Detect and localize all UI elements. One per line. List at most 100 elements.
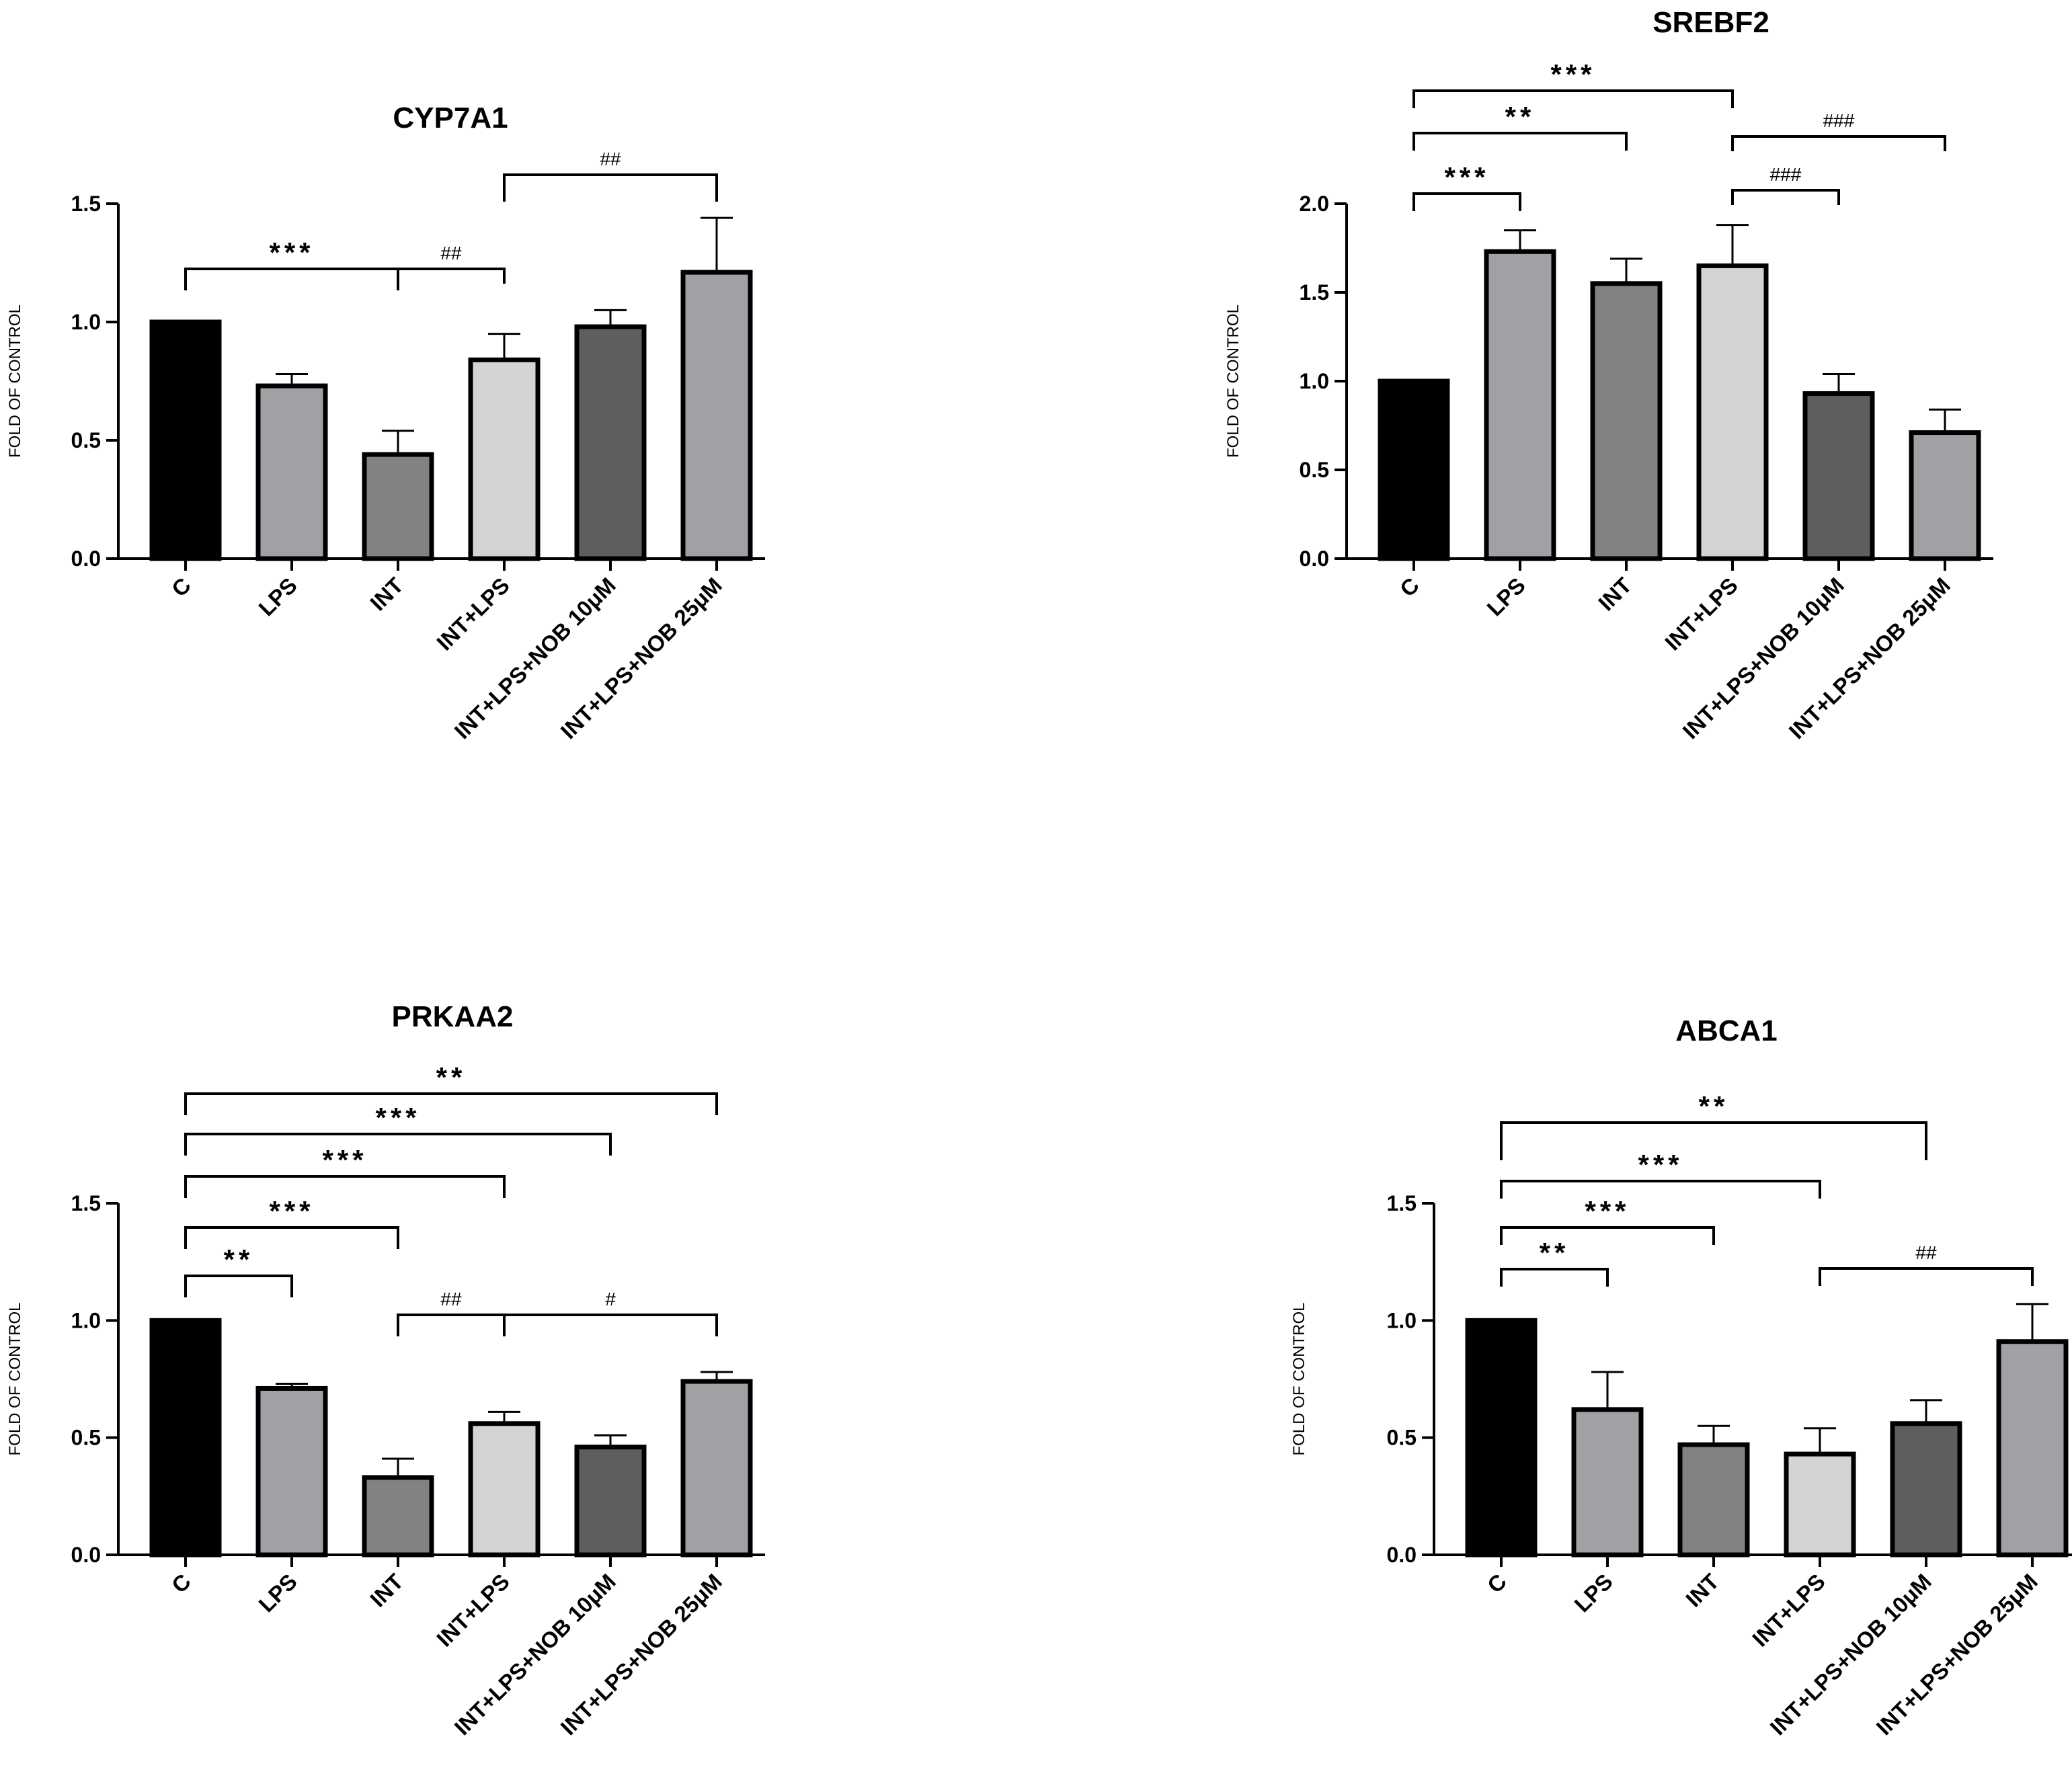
bar-3 <box>1677 1442 1750 1558</box>
y-tick-label: 0.0 <box>1387 1543 1417 1567</box>
bar-2 <box>1571 1407 1644 1558</box>
bracket-line <box>184 268 399 290</box>
bracket-line <box>1500 1180 1821 1199</box>
bar-5 <box>1802 391 1875 561</box>
bar-6 <box>680 270 753 561</box>
bar-5 <box>574 1445 647 1558</box>
x-tick-label: INT <box>365 573 408 616</box>
significance-label: ** <box>1505 101 1536 132</box>
bar-5 <box>574 324 647 561</box>
bar-1 <box>1378 378 1450 561</box>
bracket-line <box>1500 1226 1715 1245</box>
significance-bracket: *** <box>184 1195 399 1249</box>
chart-title: ABCA1 <box>1675 1014 1778 1047</box>
y-tick-label: 1.5 <box>1300 280 1329 305</box>
bracket-line <box>1500 1268 1609 1287</box>
y-tick-label: 0.5 <box>71 1426 101 1450</box>
x-tick-label: INT <box>365 1569 408 1612</box>
significance-label: *** <box>1585 1195 1630 1227</box>
significance-bracket: *** <box>1500 1149 1821 1199</box>
y-tick-label: 0.5 <box>1387 1426 1417 1450</box>
x-tick-label: C <box>167 573 196 602</box>
bar-5 <box>1890 1421 1962 1558</box>
bar-3 <box>362 1475 434 1558</box>
bar-2 <box>255 383 328 561</box>
significance-bracket: ### <box>1731 164 1840 205</box>
x-tick-label: INT <box>1593 573 1636 616</box>
y-tick-label: 1.5 <box>71 192 101 216</box>
bracket-line <box>184 1226 399 1249</box>
chart-panel-srebf2: SREBF2 FOLD OF CONTROL 0.0 0.5 1.0 1.5 2.0 C LPS… <box>1224 6 1993 743</box>
significance-label: *** <box>269 1195 314 1227</box>
y-tick-label: 1.0 <box>71 1308 101 1332</box>
y-tick-label: 1.0 <box>1387 1308 1417 1332</box>
significance-bracket: *** <box>1500 1195 1715 1245</box>
bar-1 <box>149 1318 222 1558</box>
y-tick-label: 0.5 <box>1300 458 1329 482</box>
bracket-line <box>504 1314 718 1336</box>
significance-label: *** <box>269 237 314 268</box>
significance-label: ** <box>224 1244 254 1275</box>
x-tick-label: C <box>1482 1569 1511 1598</box>
bar-2 <box>255 1385 328 1558</box>
x-tick-label: C <box>167 1569 196 1598</box>
bar-6 <box>680 1379 753 1558</box>
significance-bracket: # <box>504 1289 718 1336</box>
significance-label: ### <box>1770 164 1802 185</box>
bracket-line <box>184 1133 612 1156</box>
x-tick-label: LPS <box>1569 1569 1618 1617</box>
y-axis-label: FOLD OF CONTROL <box>6 305 24 458</box>
significance-label: *** <box>322 1144 367 1176</box>
bracket-line <box>1500 1121 1927 1160</box>
bracket-line <box>184 1175 506 1198</box>
x-tick-label: LPS <box>253 573 302 621</box>
bar-1 <box>149 319 222 561</box>
significance-label: ## <box>1915 1242 1937 1263</box>
significance-label: ## <box>440 1289 462 1309</box>
y-axis-label: FOLD OF CONTROL <box>1224 305 1242 458</box>
chart-panel-cyp7a1: CYP7A1 FOLD OF CONTROL 0.0 0.5 1.0 1.5 C LPS INT… <box>6 102 765 743</box>
bracket-line <box>1412 132 1628 151</box>
bar-2 <box>1484 249 1556 561</box>
chart-panel-abca1: ABCA1 FOLD OF CONTROL 0.0 0.5 1.0 1.5 C LPS INT I… <box>1290 1014 2072 1740</box>
bar-6 <box>1996 1339 2069 1558</box>
bar-4 <box>1696 263 1769 561</box>
bracket-line <box>184 1275 293 1297</box>
significance-label: ** <box>1540 1237 1570 1268</box>
significance-bracket: ** <box>1500 1237 1609 1287</box>
significance-label: ** <box>436 1061 467 1093</box>
chart-title: CYP7A1 <box>393 102 508 134</box>
bracket-line <box>397 268 506 284</box>
y-tick-label: 0.0 <box>71 1543 101 1567</box>
y-tick-label: 1.5 <box>71 1191 101 1215</box>
bracket-line <box>1819 1267 2034 1286</box>
y-tick-label: 0.5 <box>71 428 101 452</box>
chart-title: PRKAA2 <box>392 1000 514 1033</box>
significance-bracket: *** <box>184 237 399 290</box>
significance-bracket: ## <box>503 149 718 202</box>
bar-4 <box>468 357 541 561</box>
x-tick-label: INT+LPS <box>1747 1569 1830 1652</box>
significance-label: # <box>605 1289 616 1309</box>
y-tick-label: 1.0 <box>71 310 101 334</box>
bracket-line <box>1412 192 1521 211</box>
significance-bracket: ** <box>184 1061 718 1115</box>
significance-label: ** <box>1699 1090 1729 1122</box>
y-tick-label: 2.0 <box>1300 192 1329 216</box>
significance-label: *** <box>1444 161 1489 193</box>
chart-panel-prkaa2: PRKAA2 FOLD OF CONTROL 0.0 0.5 1.0 1.5 C LPS INT… <box>6 1000 765 1740</box>
y-tick-label: 1.0 <box>1300 369 1329 393</box>
bar-6 <box>1909 430 1981 561</box>
y-tick-label: 1.5 <box>1387 1191 1417 1215</box>
bracket-line <box>503 173 718 202</box>
x-tick-label: LPS <box>1482 573 1530 621</box>
y-tick-label: 0.0 <box>1300 547 1329 571</box>
bracket-line <box>1412 89 1734 108</box>
bracket-line <box>397 1314 506 1336</box>
bracket-line <box>184 1092 718 1115</box>
x-tick-label: C <box>1395 573 1424 602</box>
x-tick-label: LPS <box>253 1569 302 1617</box>
bar-4 <box>1784 1451 1856 1558</box>
significance-label: ### <box>1823 110 1855 131</box>
